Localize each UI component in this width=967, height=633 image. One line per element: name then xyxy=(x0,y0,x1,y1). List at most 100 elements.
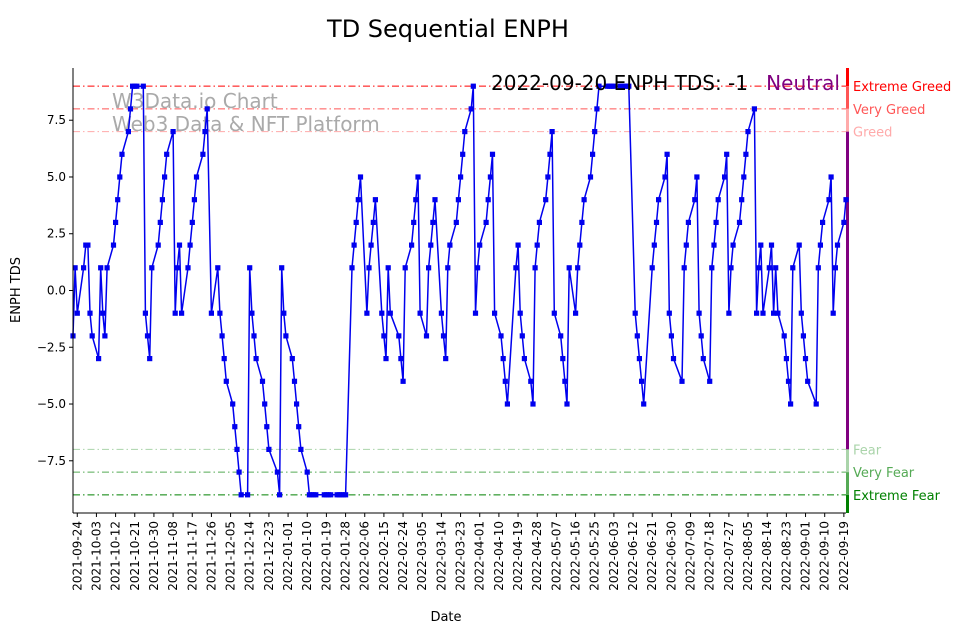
data-point xyxy=(174,265,180,271)
data-point xyxy=(711,242,717,248)
data-point xyxy=(296,424,302,430)
data-point xyxy=(140,83,146,89)
data-point xyxy=(134,83,140,89)
data-point xyxy=(543,197,549,203)
data-point xyxy=(291,378,298,384)
data-point xyxy=(573,310,579,316)
data-point xyxy=(443,356,449,362)
data-point xyxy=(728,265,734,271)
data-point xyxy=(668,333,674,339)
data-point xyxy=(639,378,645,384)
data-point xyxy=(74,310,80,316)
data-point xyxy=(470,83,476,89)
data-point xyxy=(447,242,453,248)
x-tick-label: 2021-12-05 xyxy=(224,521,238,591)
x-tick-label: 2022-09-10 xyxy=(818,521,832,591)
watermark-line-2: Web3 Data & NFT Platform xyxy=(112,112,380,136)
data-point xyxy=(577,242,583,248)
data-point xyxy=(741,174,747,180)
data-point xyxy=(200,151,206,157)
data-point xyxy=(440,333,447,339)
data-point xyxy=(176,242,183,248)
data-point xyxy=(832,265,838,271)
y-tick-label: 0.0 xyxy=(47,284,66,298)
x-tick-label: 2022-04-19 xyxy=(511,521,525,591)
data-point xyxy=(372,197,378,203)
data-point xyxy=(274,469,280,475)
data-point xyxy=(626,83,632,89)
x-tick-label: 2021-12-14 xyxy=(243,521,257,591)
data-point xyxy=(432,197,438,203)
data-point xyxy=(236,469,242,475)
x-tick-label: 2021-12-23 xyxy=(262,521,276,591)
data-point xyxy=(251,333,257,339)
data-point xyxy=(519,333,525,339)
x-tick-label: 2021-09-24 xyxy=(70,521,84,591)
x-tick-label: 2022-03-05 xyxy=(415,521,429,591)
data-point xyxy=(662,174,668,180)
data-point xyxy=(739,197,745,203)
data-point xyxy=(500,356,506,362)
data-point xyxy=(100,310,106,316)
data-point xyxy=(828,174,834,180)
level-label-fear: Fear xyxy=(853,443,882,458)
data-point xyxy=(172,310,178,316)
x-tick-label: 2021-11-26 xyxy=(204,521,218,591)
data-point xyxy=(694,174,700,180)
data-point xyxy=(430,219,436,225)
latest-value-annotation: 2022-09-20 ENPH TDS: -1 xyxy=(491,71,748,95)
x-tick-label: 2021-10-30 xyxy=(147,521,161,591)
data-point xyxy=(247,265,253,271)
data-point xyxy=(217,310,223,316)
data-point xyxy=(157,219,163,225)
x-tick-label: 2022-09-19 xyxy=(837,521,851,591)
data-point xyxy=(185,265,191,271)
data-point xyxy=(383,356,389,362)
data-point xyxy=(119,151,125,157)
x-tick-label: 2022-01-10 xyxy=(300,521,314,591)
series-layer xyxy=(70,83,849,498)
x-tick-label: 2022-01-01 xyxy=(281,521,295,591)
data-point xyxy=(460,151,466,157)
data-point xyxy=(294,401,300,407)
data-point xyxy=(558,333,564,339)
data-point xyxy=(798,310,804,316)
data-point xyxy=(745,129,751,135)
data-point xyxy=(830,310,836,316)
data-point xyxy=(208,310,214,316)
data-point xyxy=(743,151,749,157)
data-point xyxy=(343,492,349,498)
level-label-extreme-fear: Extreme Fear xyxy=(853,489,941,504)
x-tick-label: 2022-07-09 xyxy=(684,521,698,591)
series-line xyxy=(72,85,847,496)
data-point xyxy=(581,197,587,203)
data-point xyxy=(202,129,208,135)
data-point xyxy=(266,446,272,452)
data-point xyxy=(234,446,240,452)
data-point xyxy=(817,242,823,248)
data-point xyxy=(453,219,459,225)
data-point xyxy=(796,242,802,248)
data-point xyxy=(458,174,464,180)
data-point xyxy=(409,242,415,248)
data-point xyxy=(398,356,404,362)
data-point xyxy=(698,333,704,339)
data-point xyxy=(264,424,270,430)
data-point xyxy=(713,219,719,225)
data-point xyxy=(651,242,657,248)
x-axis-ticks: 2021-09-24 2021-10-03 2021-10-12 2021-10-21… xyxy=(70,513,851,591)
data-point xyxy=(193,174,200,180)
data-point xyxy=(656,197,662,203)
data-point xyxy=(517,310,523,316)
x-tick-label: 2022-02-24 xyxy=(396,521,410,591)
data-point xyxy=(685,219,691,225)
data-point xyxy=(766,265,772,271)
data-point xyxy=(634,333,640,339)
data-point xyxy=(289,356,295,362)
data-point xyxy=(127,106,134,112)
data-point xyxy=(549,129,555,135)
data-point xyxy=(396,333,402,339)
data-point xyxy=(487,174,493,180)
data-point xyxy=(475,265,481,271)
x-tick-label: 2022-05-25 xyxy=(588,521,602,591)
